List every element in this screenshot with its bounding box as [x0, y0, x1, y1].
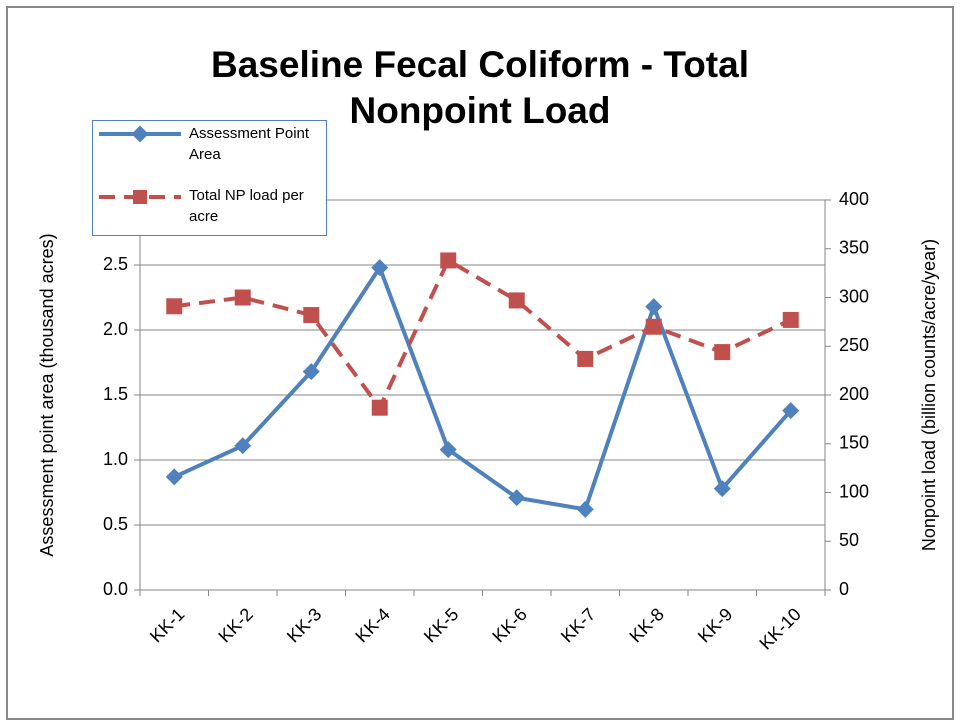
point-marker: [166, 298, 183, 315]
legend-label: Total NP load per acre: [189, 187, 304, 225]
y2-tick-label: 250: [839, 335, 869, 355]
point-marker: [439, 441, 457, 459]
point-marker: [782, 311, 799, 328]
y-tick-label: 0.5: [103, 514, 128, 534]
point-marker: [714, 344, 731, 361]
series-line: [173, 257, 792, 412]
y2-axis-label: Nonpoint load (billion counts/acre/year): [919, 239, 939, 551]
y-tick-label: 1.5: [103, 384, 128, 404]
point-marker: [234, 289, 251, 306]
point-marker: [713, 480, 731, 498]
point-marker: [440, 252, 457, 269]
y-tick-label: 2.5: [103, 254, 128, 274]
y2-tick-label: 0: [839, 579, 849, 599]
y-axis-label: Assessment point area (thousand acres): [37, 233, 57, 556]
point-marker: [645, 298, 663, 316]
point-marker: [371, 259, 389, 277]
point-marker: [302, 363, 320, 381]
point-marker: [576, 500, 594, 518]
point-marker: [234, 437, 252, 455]
legend-marker: [131, 125, 149, 143]
chart-title: Baseline Fecal Coliform - Total Nonpoint…: [211, 44, 749, 131]
point-marker: [371, 399, 388, 416]
y2-tick-label: 350: [839, 238, 869, 258]
y2-tick-label: 150: [839, 433, 869, 453]
y2-tick-label: 400: [839, 189, 869, 209]
point-marker: [577, 350, 594, 367]
point-marker: [165, 468, 183, 486]
y2-tick-label: 50: [839, 530, 859, 550]
point-marker: [508, 489, 526, 507]
series-line: [173, 263, 793, 512]
point-marker: [645, 318, 662, 335]
y-tick-label: 2.0: [103, 319, 128, 339]
y2-tick-label: 300: [839, 286, 869, 306]
legend-keys: [99, 125, 181, 204]
y-tick-label: 1.0: [103, 449, 128, 469]
y2-tick-label: 200: [839, 384, 869, 404]
y2-tick-label: 100: [839, 481, 869, 501]
legend: Assessment Point Area Total NP load per …: [92, 120, 327, 236]
point-marker: [303, 307, 320, 324]
point-marker: [508, 292, 525, 309]
y-tick-label: 0.0: [103, 579, 128, 599]
point-marker: [782, 402, 800, 420]
legend-marker: [133, 190, 147, 204]
legend-label: Assessment Point Area: [189, 125, 310, 163]
